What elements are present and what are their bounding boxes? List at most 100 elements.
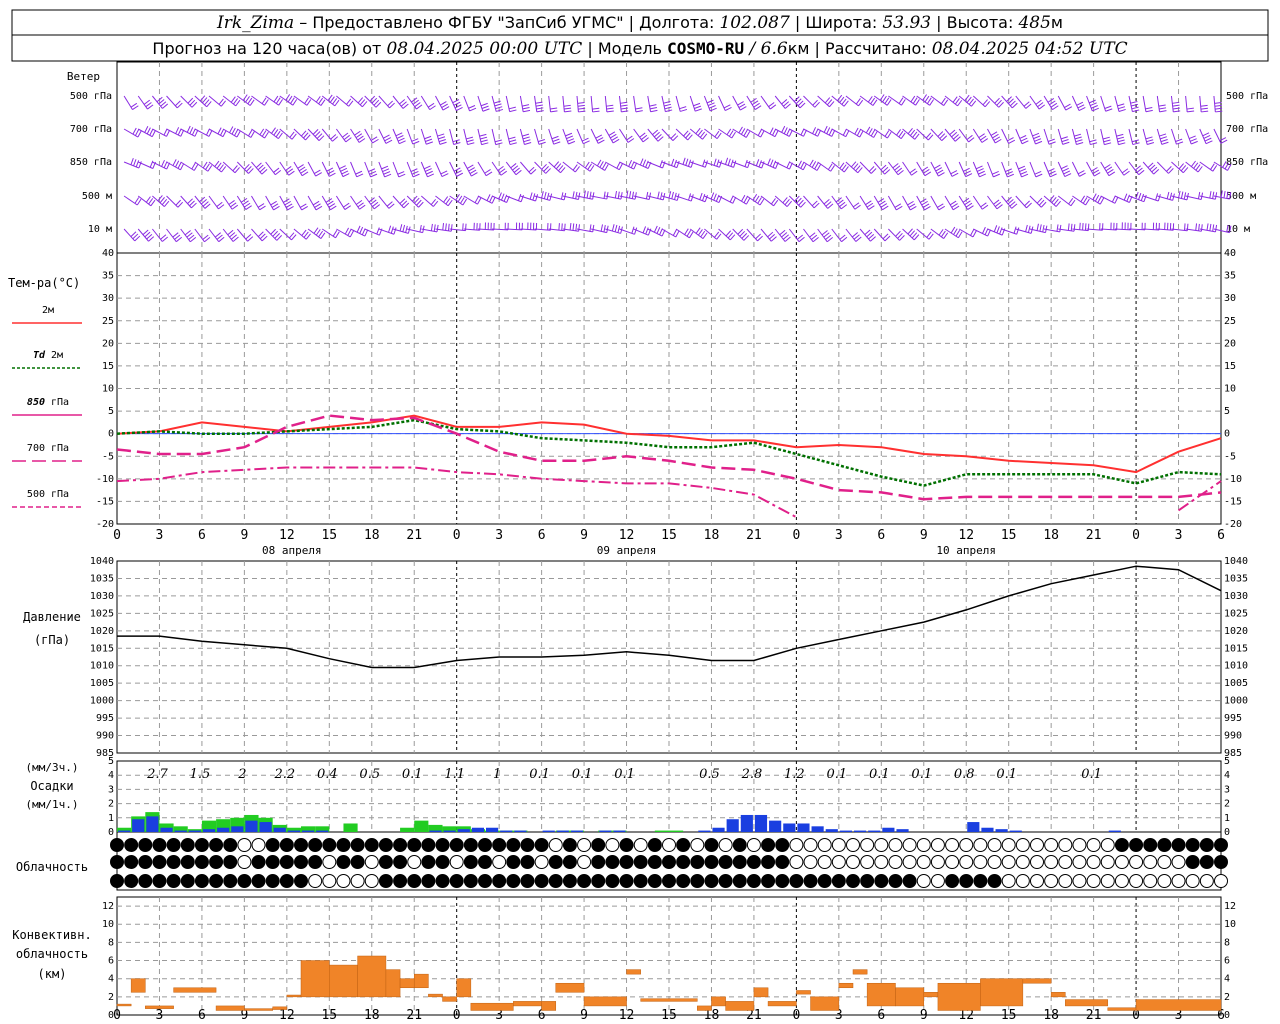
wind-barb-feather: [575, 191, 578, 199]
wind-barb-feather: [587, 163, 593, 170]
wind-barb-feather: [370, 199, 377, 205]
precip-bar-large: [1108, 830, 1121, 832]
cloud-cover-circle: [987, 874, 1002, 888]
wind-barb-feather: [411, 138, 419, 142]
wind-barb-feather: [826, 236, 834, 243]
time-tick-label: 0: [453, 528, 461, 543]
pressure-panel-ytick-right: 1040: [1224, 556, 1248, 567]
precip-bar-large: [514, 830, 527, 832]
wind-barb-feather: [1026, 202, 1032, 209]
wind-barb-feather: [199, 196, 206, 203]
wind-barb: [137, 228, 149, 242]
wind-barb: [251, 228, 263, 242]
cloud-cover-circle: [110, 838, 124, 852]
wind-barb-feather: [300, 169, 307, 174]
wind-barb-feather: [1200, 104, 1208, 107]
cloud-cover-circle: [138, 874, 153, 888]
cloud-cover-circle: [562, 874, 577, 888]
wind-barb-feather: [966, 134, 973, 140]
wind-barb-feather: [634, 192, 637, 200]
cloud-cover-circle: [407, 874, 422, 888]
wind-barb-feather: [1008, 98, 1014, 104]
wind-barb: [435, 195, 449, 207]
wind-barb-feather: [303, 231, 309, 238]
wind-barb-feather: [867, 96, 873, 103]
wind-barb: [605, 228, 621, 234]
wind-barb: [293, 95, 308, 106]
cloud-cover-circle: [817, 838, 832, 852]
wind-barb-feather: [288, 232, 295, 239]
wind-barb-feather: [1104, 105, 1112, 109]
wind-barb-feather: [146, 234, 153, 240]
cloud-cover-circle: [846, 838, 860, 852]
wind-barb-feather: [652, 129, 659, 136]
wind-barb-feather: [768, 102, 775, 108]
wind-barb-feather: [967, 205, 974, 210]
conv-cloud-bar: [145, 1005, 174, 1009]
wind-barb: [1114, 195, 1130, 203]
conv-panel-ytick-left: 6: [108, 956, 114, 967]
wind-barb-feather: [649, 107, 658, 110]
wind-barb: [972, 95, 986, 108]
wind-barb-feather: [583, 190, 586, 198]
wind-barb-feather: [344, 227, 350, 235]
wind-barb-feather: [315, 172, 322, 177]
precip-bar-conv: [315, 826, 330, 832]
wind-barb: [1199, 95, 1202, 112]
wind-barb-feather: [786, 128, 791, 136]
wind-barb-feather: [398, 173, 406, 178]
wind-barb-feather: [509, 139, 517, 143]
wind-barb: [1170, 95, 1174, 112]
wind-barb-feather: [274, 169, 282, 176]
precip-sum-label: 0.1: [869, 767, 890, 782]
wind-barb-feather: [370, 136, 378, 141]
cloud-cover-circle: [194, 838, 209, 852]
wind-barb-feather: [414, 197, 420, 204]
wind-barb-feather: [1104, 164, 1111, 169]
wind-barb: [732, 95, 741, 111]
time-tick-label: 0: [1132, 528, 1140, 543]
wind-barb-feather: [612, 138, 620, 144]
wind-barb-feather: [340, 167, 348, 172]
wind-barb-feather: [894, 165, 901, 171]
wind-barb-feather: [1036, 223, 1039, 231]
wind-barb-feather: [273, 167, 280, 173]
wind-barb-feather: [1214, 102, 1222, 104]
cloud-cover-circle: [1171, 855, 1186, 869]
wind-barb-feather: [246, 166, 252, 172]
wind-barb-feather: [1053, 198, 1059, 205]
wind-barb-feather: [522, 107, 530, 110]
precip-sum-label: 0.1: [996, 767, 1017, 782]
pressure-panel-ytick-right: 1025: [1224, 608, 1248, 619]
wind-barb-feather: [659, 160, 663, 168]
cloud-cover-circle: [831, 874, 846, 888]
wind-barb-feather: [1193, 162, 1199, 169]
wind-barb: [746, 195, 761, 206]
wind-level-label: 10 м: [88, 224, 112, 235]
wind-barb-feather: [1037, 102, 1044, 108]
wind-barb: [902, 95, 916, 106]
wind-barb-feather: [419, 224, 422, 233]
time-tick-label-bottom: 18: [364, 1008, 380, 1023]
precip-bar-large: [825, 829, 838, 832]
wind-barb: [902, 228, 915, 241]
precip-bar-large: [443, 830, 456, 832]
wind-barb-feather: [291, 133, 297, 140]
wind-barb: [590, 161, 605, 171]
wind-barb-feather: [769, 234, 775, 240]
wind-barb: [986, 161, 994, 178]
pressure-title: Давление: [23, 610, 81, 624]
wind-barb: [491, 161, 502, 176]
wind-barb: [1015, 95, 1027, 109]
wind-barb-feather: [727, 232, 734, 239]
wind-barb-feather: [471, 172, 478, 177]
wind-barb-feather: [957, 231, 963, 239]
wind-barb-feather: [740, 128, 746, 135]
wind-barb-feather: [716, 233, 722, 240]
precip-sum-label: 1.5: [190, 767, 211, 782]
wind-barb-feather: [952, 96, 958, 103]
wind-barb-feather: [354, 130, 361, 136]
wind-barb: [987, 95, 1000, 108]
wind-barb-feather: [441, 103, 448, 108]
pressure-panel-ytick-left: 985: [96, 748, 114, 759]
